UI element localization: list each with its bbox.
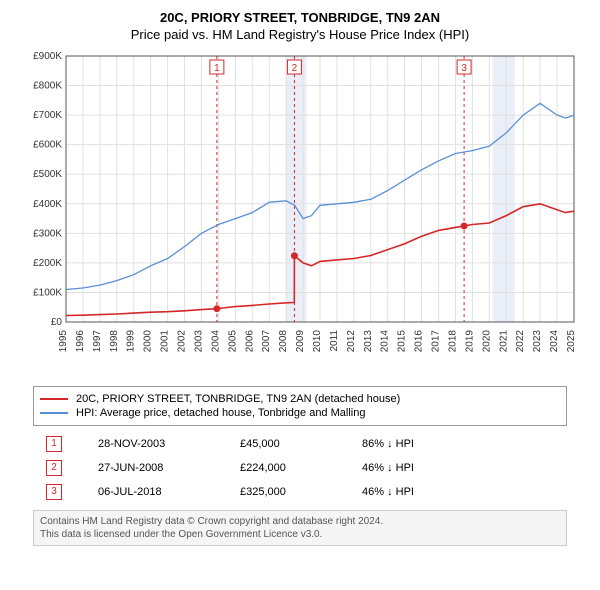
attribution: Contains HM Land Registry data © Crown c… [33, 510, 567, 546]
legend: 20C, PRIORY STREET, TONBRIDGE, TN9 2AN (… [33, 386, 567, 426]
legend-item: HPI: Average price, detached house, Tonb… [40, 407, 560, 419]
transaction-delta: 46% ↓ HPI [356, 480, 560, 504]
svg-text:2002: 2002 [177, 330, 188, 353]
table-row: 3 06-JUL-2018£325,00046% ↓ HPI [40, 480, 560, 504]
svg-text:2023: 2023 [532, 330, 543, 353]
table-row: 1 28-NOV-2003£45,00086% ↓ HPI [40, 432, 560, 456]
svg-text:3: 3 [461, 63, 467, 74]
svg-text:2011: 2011 [329, 330, 340, 352]
legend-item: 20C, PRIORY STREET, TONBRIDGE, TN9 2AN (… [40, 393, 560, 405]
svg-text:1997: 1997 [92, 330, 103, 353]
table-row: 2 27-JUN-2008£224,00046% ↓ HPI [40, 456, 560, 480]
svg-text:2006: 2006 [244, 330, 255, 353]
svg-text:£300K: £300K [33, 228, 62, 239]
svg-text:2018: 2018 [447, 330, 458, 353]
transaction-badge: 2 [46, 460, 62, 476]
svg-text:£500K: £500K [33, 169, 62, 180]
svg-text:2009: 2009 [295, 330, 306, 353]
svg-text:£900K: £900K [33, 51, 62, 62]
chart-title: 20C, PRIORY STREET, TONBRIDGE, TN9 2AN [10, 10, 590, 25]
transactions-table: 1 28-NOV-2003£45,00086% ↓ HPI 2 27-JUN-2008… [40, 432, 560, 504]
svg-text:1998: 1998 [109, 330, 120, 353]
svg-text:2000: 2000 [143, 330, 154, 353]
transaction-price: £45,000 [234, 432, 356, 456]
svg-text:2003: 2003 [193, 330, 204, 353]
svg-text:2013: 2013 [363, 330, 374, 353]
svg-text:2004: 2004 [210, 330, 221, 353]
svg-text:1995: 1995 [58, 330, 69, 353]
svg-text:2014: 2014 [380, 330, 391, 353]
svg-text:2017: 2017 [431, 330, 442, 353]
transaction-delta: 86% ↓ HPI [356, 432, 560, 456]
svg-text:£800K: £800K [33, 81, 62, 92]
svg-text:2010: 2010 [312, 330, 323, 353]
svg-text:2016: 2016 [414, 330, 425, 353]
transaction-price: £325,000 [234, 480, 356, 504]
svg-text:£200K: £200K [33, 258, 62, 269]
transaction-date: 06-JUL-2018 [92, 480, 234, 504]
legend-swatch [40, 412, 68, 414]
svg-text:2001: 2001 [160, 330, 171, 353]
svg-text:2007: 2007 [261, 330, 272, 353]
transaction-date: 27-JUN-2008 [92, 456, 234, 480]
chart-subtitle: Price paid vs. HM Land Registry's House … [10, 27, 590, 42]
svg-text:£100K: £100K [33, 287, 62, 298]
svg-text:2024: 2024 [549, 330, 560, 353]
transaction-date: 28-NOV-2003 [92, 432, 234, 456]
legend-swatch [40, 398, 68, 400]
attribution-line: This data is licensed under the Open Gov… [40, 528, 560, 541]
transaction-badge: 3 [46, 484, 62, 500]
attribution-line: Contains HM Land Registry data © Crown c… [40, 515, 560, 528]
svg-text:2025: 2025 [566, 330, 577, 353]
svg-text:2019: 2019 [464, 330, 475, 353]
legend-label: 20C, PRIORY STREET, TONBRIDGE, TN9 2AN (… [76, 393, 400, 405]
svg-text:1999: 1999 [126, 330, 137, 353]
svg-text:2: 2 [292, 63, 298, 74]
svg-text:2022: 2022 [515, 330, 526, 353]
svg-text:1: 1 [214, 63, 220, 74]
svg-text:2021: 2021 [498, 330, 509, 353]
svg-text:£600K: £600K [33, 140, 62, 151]
svg-text:2008: 2008 [278, 330, 289, 353]
svg-text:2012: 2012 [346, 330, 357, 353]
svg-text:1996: 1996 [75, 330, 86, 353]
svg-text:2005: 2005 [227, 330, 238, 353]
svg-text:£700K: £700K [33, 110, 62, 121]
transaction-price: £224,000 [234, 456, 356, 480]
price-chart: £0 £100K £200K £300K £400K £500K £600K £700K £80… [20, 48, 580, 378]
legend-label: HPI: Average price, detached house, Tonb… [76, 407, 365, 419]
svg-text:2015: 2015 [397, 330, 408, 353]
svg-text:£400K: £400K [33, 199, 62, 210]
transaction-badge: 1 [46, 436, 62, 452]
svg-text:2020: 2020 [481, 330, 492, 353]
transaction-delta: 46% ↓ HPI [356, 456, 560, 480]
svg-text:£0: £0 [51, 317, 63, 328]
